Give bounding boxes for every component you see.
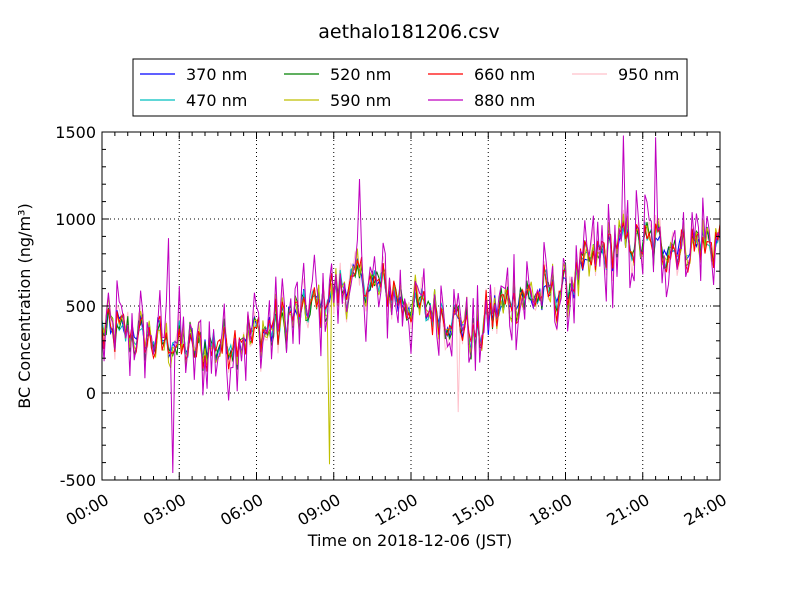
y-tick-label: 1500 (55, 123, 96, 142)
x-tick-label: 03:00 (140, 490, 189, 530)
series-line-520-nm (101, 219, 721, 371)
legend-label: 660 nm (474, 65, 535, 84)
x-tick-label: 09:00 (294, 490, 343, 530)
y-axis-label: BC Concentration (ng/m³) (15, 203, 34, 408)
legend-item: 520 nm (284, 65, 391, 84)
x-tick-label: 21:00 (603, 490, 652, 530)
x-tick-label: 00:00 (63, 490, 112, 530)
axis-ticks: 00:00 03:00 06:00 09:00 12:00 15:00 18:00 21:00… (55, 123, 730, 530)
legend: 370 nm 470 nm 520 nm 590 nm 660 nm 880 nm 950 … (132, 58, 688, 117)
chart-title: aethalo181206.csv (318, 21, 500, 43)
legend-label: 880 nm (474, 91, 535, 110)
legend-item: 590 nm (284, 91, 391, 110)
y-tick-label: 500 (65, 297, 96, 316)
series-line-370-nm (101, 221, 721, 363)
legend-item: 370 nm (140, 65, 247, 84)
series-line-880-nm (101, 135, 721, 474)
legend-label: 950 nm (618, 65, 679, 84)
legend-label: 590 nm (330, 91, 391, 110)
x-tick-label: 24:00 (681, 490, 730, 530)
x-tick-label: 06:00 (217, 490, 266, 530)
legend-item: 660 nm (428, 65, 535, 84)
grid (102, 132, 720, 480)
legend-label: 470 nm (186, 91, 247, 110)
legend-label: 370 nm (186, 65, 247, 84)
legend-item: 950 nm (572, 65, 679, 84)
legend-item: 880 nm (428, 91, 535, 110)
legend-frame (132, 58, 688, 117)
x-tick-label: 12:00 (372, 490, 421, 530)
x-tick-label: 15:00 (449, 490, 498, 530)
series-line-590-nm (101, 213, 721, 465)
x-axis-label: Time on 2018-12-06 (JST) (307, 531, 512, 550)
legend-item: 470 nm (140, 91, 247, 110)
y-tick-label: 1000 (55, 210, 96, 229)
x-tick-label: 18:00 (526, 490, 575, 530)
legend-label: 520 nm (330, 65, 391, 84)
series-line-660-nm (101, 222, 721, 372)
y-tick-label: 0 (86, 384, 96, 403)
y-tick-label: -500 (60, 471, 96, 490)
plot-lines (101, 135, 721, 474)
